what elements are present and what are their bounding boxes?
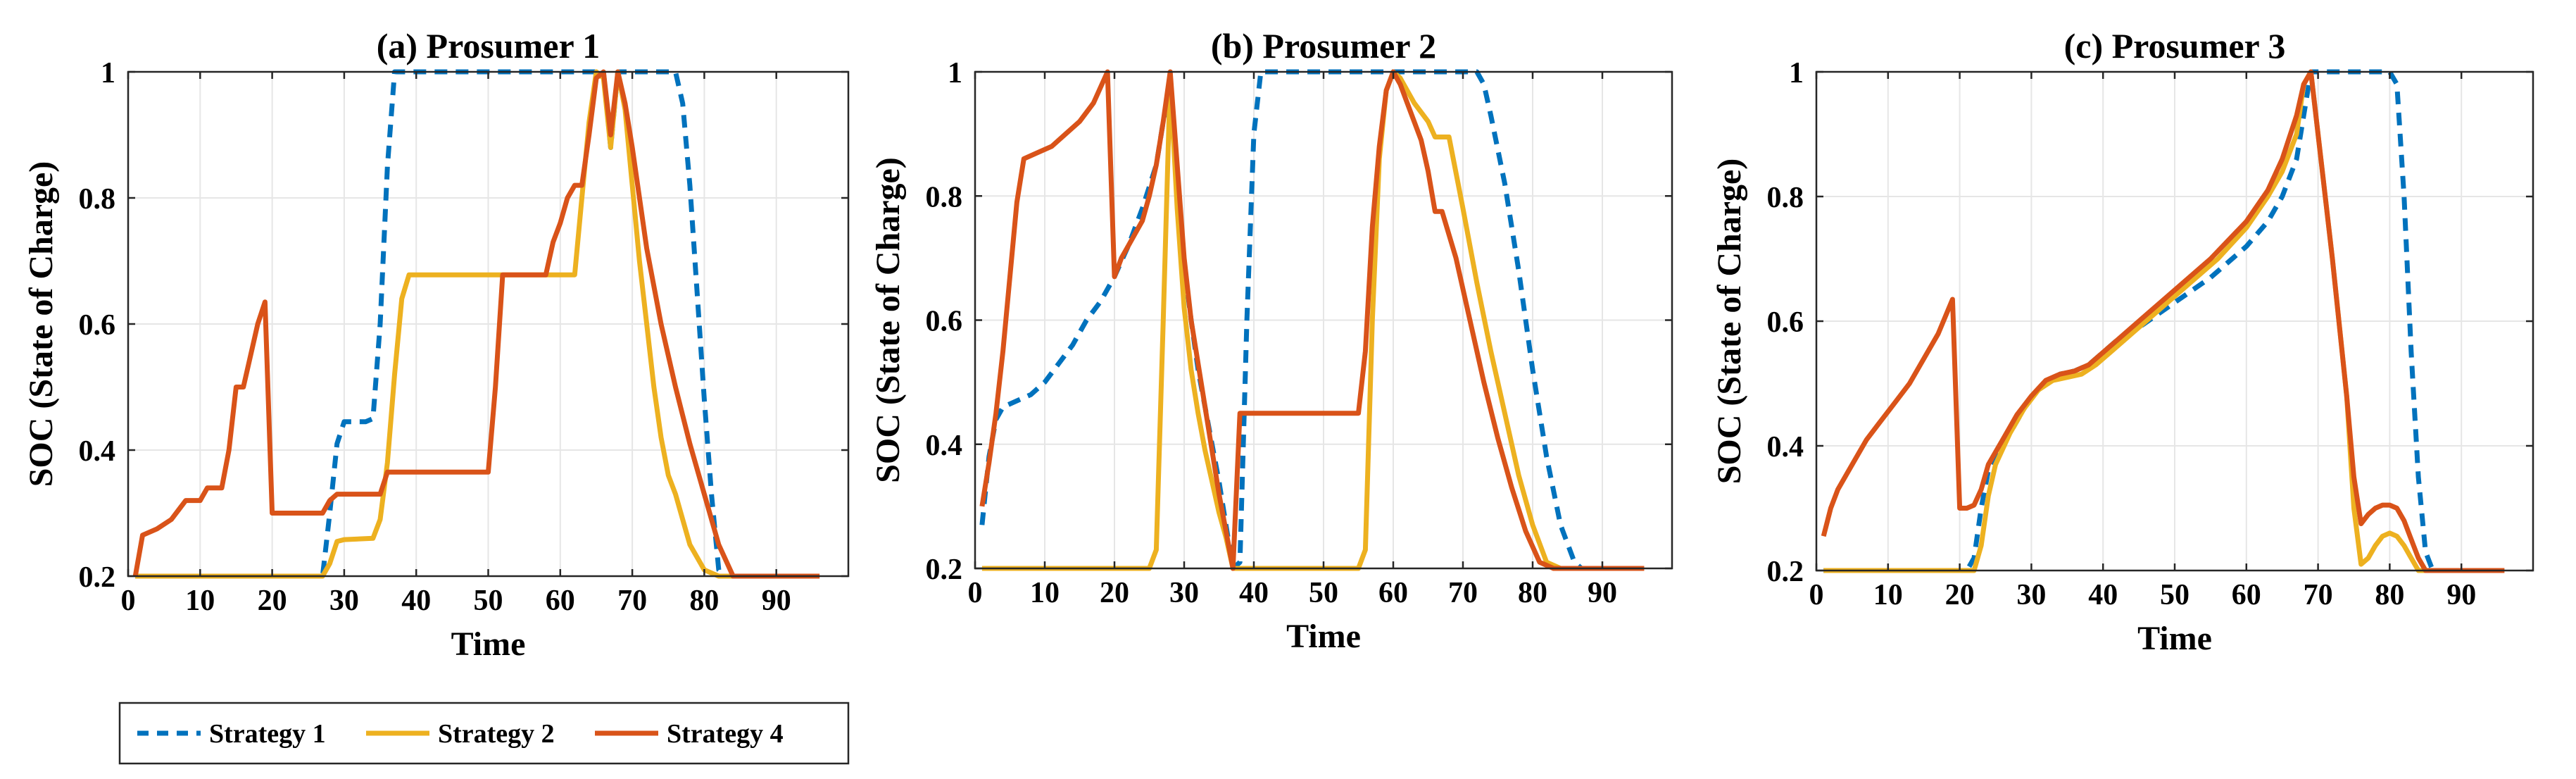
y-tick-label: 0.4 <box>1767 431 1804 463</box>
y-tick-label: 0.6 <box>79 309 116 342</box>
y-tick-label: 0.6 <box>1767 306 1804 339</box>
y-tick-label: 0.8 <box>79 183 116 216</box>
x-tick-label: 40 <box>1239 577 1269 609</box>
x-tick-label: 10 <box>1030 577 1060 609</box>
x-tick-label: 10 <box>1873 579 1903 611</box>
chart-panels: 0 10 20 30 40 50 60 70 80 900.20.40.60.81(a) Pros… <box>23 26 2534 663</box>
x-tick-label: 50 <box>474 585 503 617</box>
x-tick-label: 70 <box>617 585 647 617</box>
x-tick-label: 50 <box>1309 577 1338 609</box>
x-tick-label: 80 <box>2375 579 2404 611</box>
x-tick-label: 90 <box>762 585 791 617</box>
y-tick-label: 0.6 <box>926 306 963 338</box>
x-tick-label: 70 <box>1448 577 1478 609</box>
x-axis-label: Time <box>451 625 526 663</box>
x-tick-label: 20 <box>1945 579 1975 611</box>
x-tick-label: 10 <box>185 585 215 617</box>
y-tick-label: 0.8 <box>1767 182 1804 214</box>
x-tick-label: 90 <box>1588 577 1617 609</box>
y-tick-label: 0.2 <box>1767 556 1804 588</box>
x-tick-label: 30 <box>1169 577 1199 609</box>
y-tick-label: 1 <box>948 57 962 89</box>
legend-label-strategy-1: Strategy 1 <box>209 719 326 749</box>
x-tick-label: 50 <box>2160 579 2189 611</box>
series-group <box>979 69 1645 571</box>
chart-panel-2: 0 10 20 30 40 50 60 70 80 90 0.2 0.4 0.6 0.8 1 (b) Pros… <box>869 26 1673 655</box>
x-tick-label: 20 <box>1100 577 1129 609</box>
legend-label-strategy-4: Strategy 4 <box>667 719 784 749</box>
y-tick-label: 0.8 <box>926 181 963 213</box>
x-tick-label: 60 <box>546 585 575 617</box>
chart-panel-3: 0 10 20 30 40 50 60 70 80 90 0.2 0.4 0.6 0.8 1 (c) Pros… <box>1711 26 2534 657</box>
chart-title: (c) Prosumer 3 <box>2064 26 2286 66</box>
x-tick-label: 20 <box>258 585 287 617</box>
y-tick-label: 0.2 <box>926 554 963 586</box>
y-tick-label: 0.4 <box>926 430 963 462</box>
legend-box <box>118 702 850 765</box>
x-tick-label: 60 <box>2232 579 2261 611</box>
x-tick-label: 90 <box>2446 579 2476 611</box>
y-tick-label: 0.2 <box>79 561 116 594</box>
legend: Strategy 1 Strategy 2 Strategy 4 <box>118 702 850 765</box>
series-line-strategy1 <box>135 69 728 579</box>
legend-label-strategy-2: Strategy 2 <box>438 719 555 749</box>
chart-title: (b) Prosumer 2 <box>1211 26 1436 66</box>
x-tick-label: 80 <box>1518 577 1547 609</box>
x-tick-label: 30 <box>329 585 359 617</box>
series-line-strategy2 <box>981 69 1645 571</box>
chart-title: (a) Prosumer 1 <box>377 26 601 66</box>
x-tick-label: 0 <box>968 577 983 609</box>
x-tick-label: 0 <box>1809 579 1824 611</box>
y-axis-label: SOC (State of Charge) <box>869 157 907 483</box>
x-tick-label: 70 <box>2304 579 2333 611</box>
x-tick-label: 0 <box>121 585 136 617</box>
x-tick-label: 40 <box>401 585 431 617</box>
y-tick-label: 0.4 <box>79 435 116 468</box>
y-tick-label: 1 <box>101 57 115 89</box>
x-tick-label: 80 <box>689 585 719 617</box>
series-group <box>1821 69 2505 573</box>
chart-panel-1: 0 10 20 30 40 50 60 70 80 90 0.2 0.4 0.6 0.8 1 (a) Pros… <box>23 26 850 663</box>
x-axis-label: Time <box>1286 618 1361 655</box>
x-tick-label: 40 <box>2088 579 2118 611</box>
x-axis-label: Time <box>2137 620 2212 657</box>
y-axis-label: SOC (State of Charge) <box>23 161 60 487</box>
series-group <box>132 69 820 579</box>
y-axis-label: SOC (State of Charge) <box>1711 158 1748 485</box>
y-tick-label: 1 <box>1789 57 1804 89</box>
x-tick-label: 30 <box>2016 579 2046 611</box>
series-line-strategy1 <box>1823 69 2435 573</box>
series-line-strategy4 <box>132 69 820 579</box>
series-line-strategy4 <box>979 69 1645 571</box>
x-tick-label: 60 <box>1378 577 1408 609</box>
series-line-strategy4 <box>1821 69 2505 573</box>
